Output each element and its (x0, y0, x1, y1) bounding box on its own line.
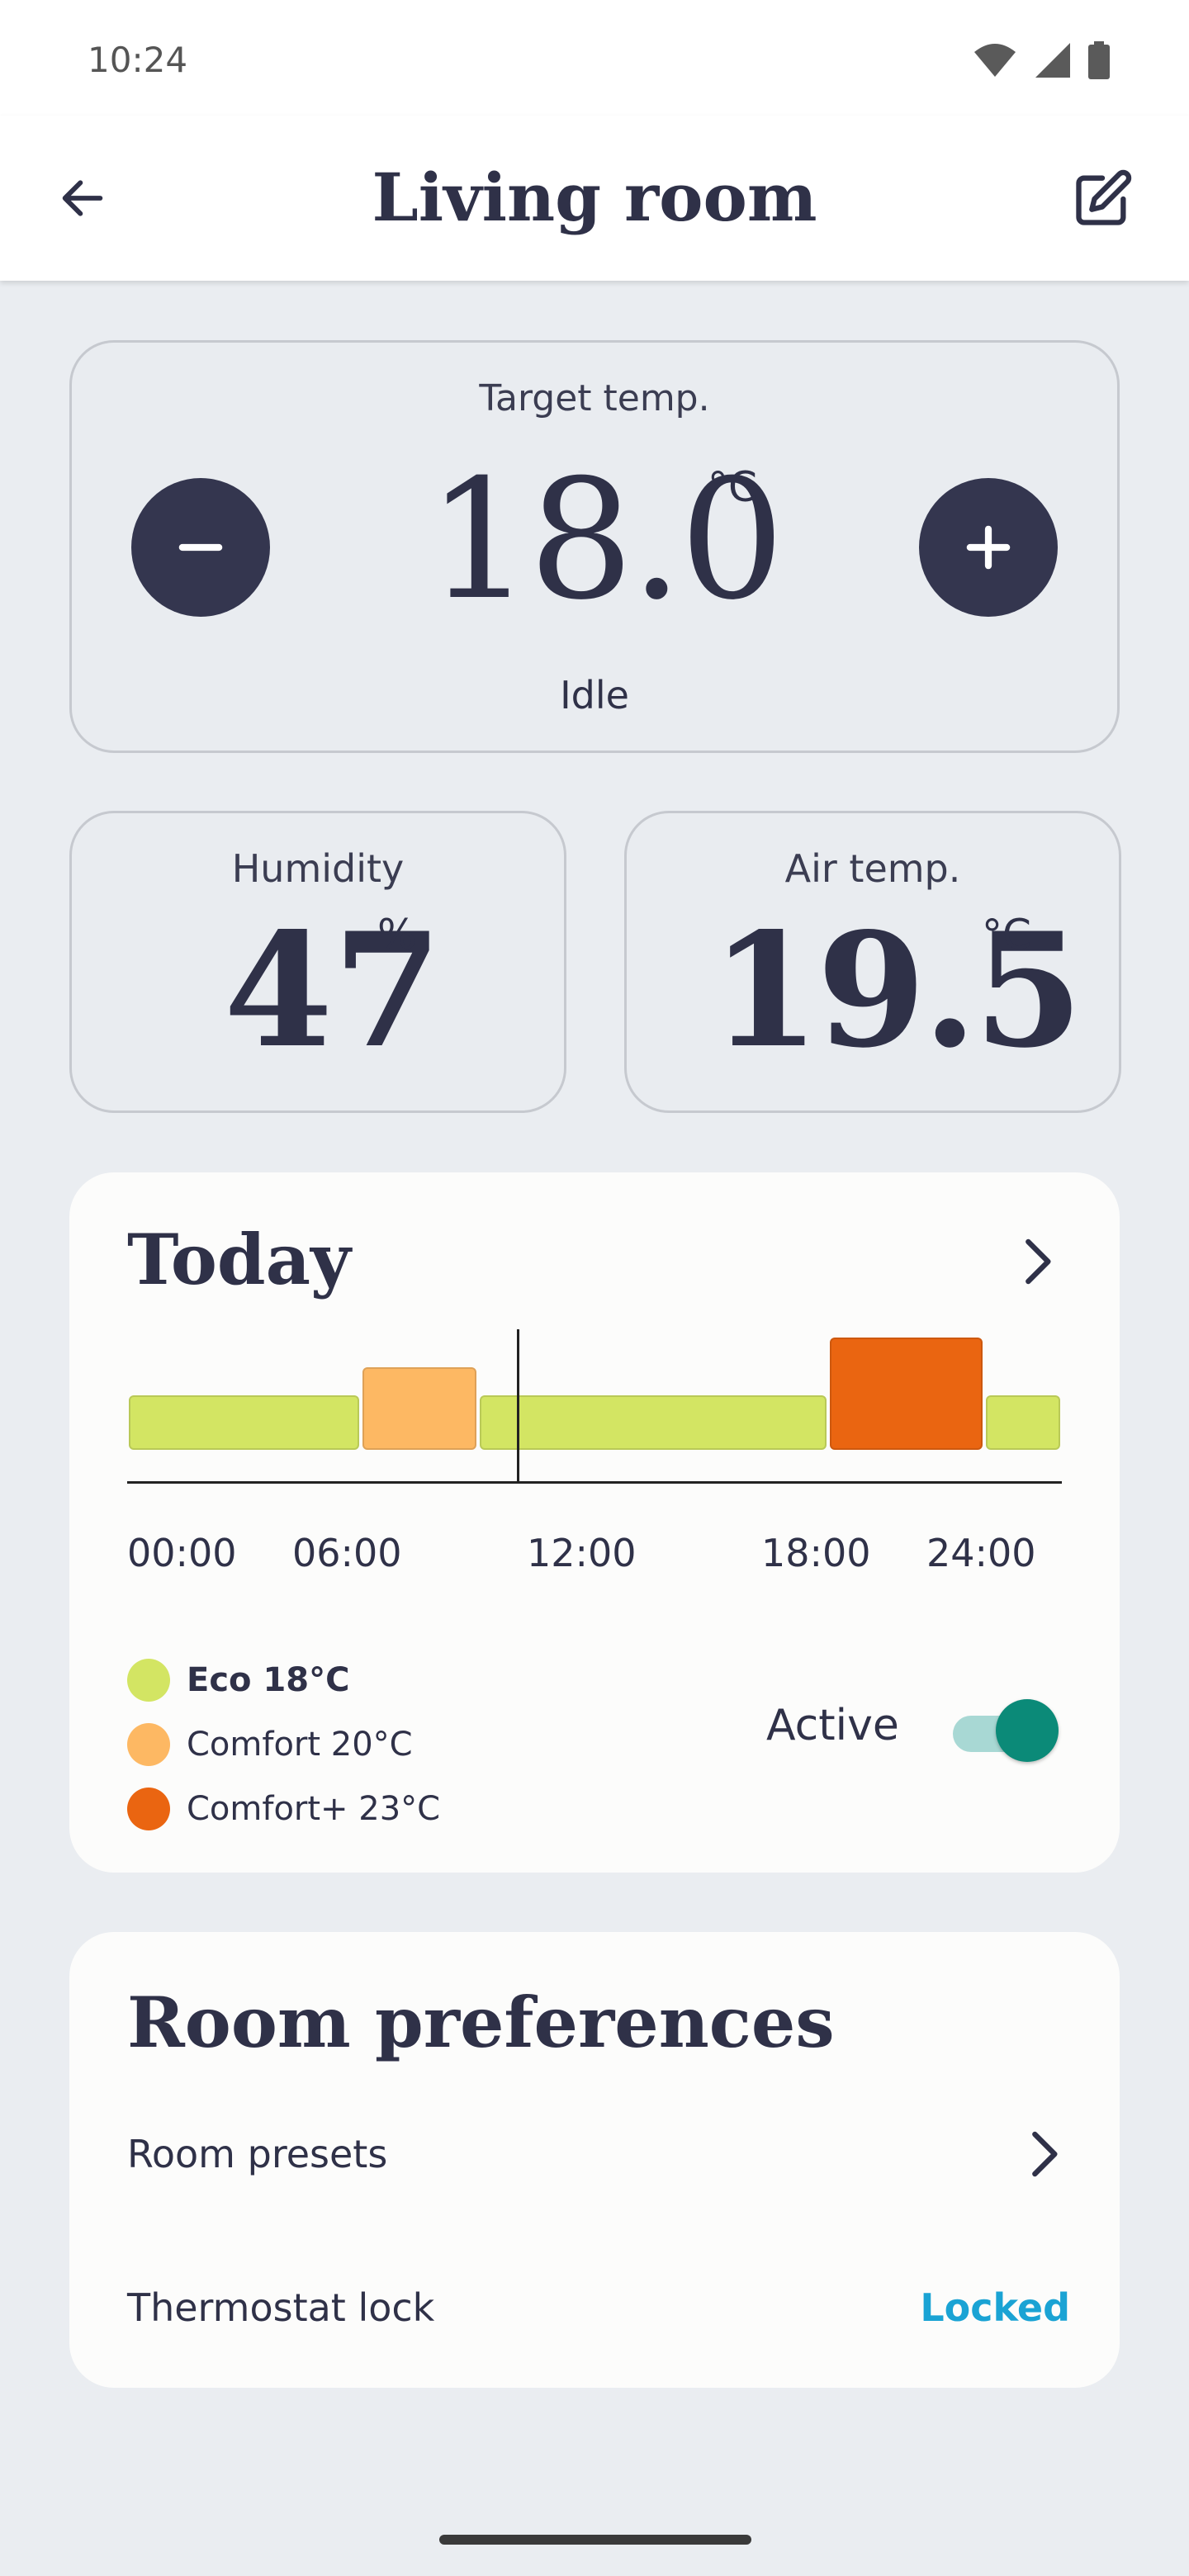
status-icons (973, 41, 1110, 79)
air-temp-label: Air temp. (784, 846, 961, 891)
status-bar: 10:24 (0, 0, 1189, 116)
home-indicator[interactable] (439, 2535, 751, 2545)
legend-label: Comfort+ 23°C (187, 1790, 441, 1828)
tick-label: 18:00 (761, 1531, 871, 1575)
tick-label: 12:00 (527, 1531, 637, 1575)
schedule-segment-comfort-plus (830, 1338, 983, 1450)
legend-item-comfort: Comfort 20°C (127, 1712, 440, 1777)
humidity-card: Humidity 47 % (69, 811, 566, 1113)
legend-item-comfort-plus: Comfort+ 23°C (127, 1777, 440, 1841)
tick-label: 00:00 (127, 1531, 237, 1575)
target-temp-card: Target temp. 18.0 °C Idle (69, 340, 1120, 753)
legend-dot (127, 1659, 170, 1702)
decrease-temp-button[interactable] (131, 478, 270, 617)
today-schedule-card[interactable]: Today 00:00 06:00 12:00 18:00 24:00 Eco 18°C… (69, 1172, 1120, 1873)
air-temp-unit: °C (982, 911, 1031, 959)
humidity-value: 47 (224, 898, 443, 1082)
increase-temp-button[interactable] (919, 478, 1058, 617)
tick-label: 24:00 (926, 1531, 1036, 1575)
room-presets-row[interactable]: Room presets (127, 2117, 1070, 2191)
room-preferences-card: Room preferences Room presets Thermostat… (69, 1932, 1120, 2388)
status-time: 10:24 (88, 40, 188, 80)
heating-state: Idle (560, 673, 629, 717)
chevron-right-icon (1026, 1238, 1051, 1285)
schedule-segment-eco (129, 1395, 359, 1450)
schedule-segment-eco (985, 1395, 1060, 1450)
today-title: Today (127, 1219, 351, 1300)
active-toggle[interactable] (953, 1699, 1060, 1762)
humidity-unit: % (377, 911, 417, 959)
target-temp-unit: °C (708, 463, 757, 511)
timeline-axis (127, 1481, 1062, 1484)
legend-label: Eco 18°C (187, 1661, 350, 1699)
legend-dot (127, 1723, 170, 1766)
legend-dot (127, 1788, 170, 1830)
target-temp-value: 18.0 (427, 444, 784, 637)
edit-button[interactable] (1065, 162, 1139, 236)
signal-icon (1035, 43, 1070, 78)
back-button[interactable] (50, 165, 116, 231)
target-temp-label: Target temp. (479, 377, 710, 419)
thermostat-lock-label: Thermostat lock (127, 2285, 435, 2330)
room-presets-label: Room presets (127, 2132, 388, 2176)
thermostat-lock-row[interactable]: Thermostat lock Locked (127, 2271, 1070, 2345)
active-label: Active (766, 1701, 899, 1750)
page-title: Living room (372, 159, 817, 236)
app-bar: Living room (0, 116, 1189, 281)
edit-icon (1076, 169, 1132, 225)
tick-label: 06:00 (292, 1531, 402, 1575)
air-temp-value: 19.5 (711, 898, 1083, 1082)
humidity-label: Humidity (231, 846, 405, 891)
wifi-icon (974, 44, 1016, 77)
battery-icon (1088, 41, 1110, 79)
current-time-marker (516, 1329, 519, 1483)
minus-icon (178, 543, 223, 552)
toggle-knob (996, 1699, 1059, 1762)
schedule-segment-comfort (362, 1367, 476, 1450)
thermostat-lock-value[interactable]: Locked (920, 2285, 1070, 2330)
schedule-timeline: 00:00 06:00 12:00 18:00 24:00 (127, 1329, 1062, 1593)
chevron-right-icon (1032, 2131, 1058, 2177)
schedule-legend: Eco 18°C Comfort 20°C Comfort+ 23°C (127, 1648, 440, 1841)
preferences-title: Room preferences (127, 1982, 835, 2063)
legend-item-eco: Eco 18°C (127, 1648, 440, 1712)
back-arrow-icon (62, 180, 103, 216)
today-open-button[interactable] (1004, 1229, 1070, 1295)
air-temp-card: Air temp. 19.5 °C (624, 811, 1121, 1113)
schedule-segment-eco (479, 1395, 827, 1450)
legend-label: Comfort 20°C (187, 1726, 413, 1764)
plus-icon (966, 525, 1011, 570)
